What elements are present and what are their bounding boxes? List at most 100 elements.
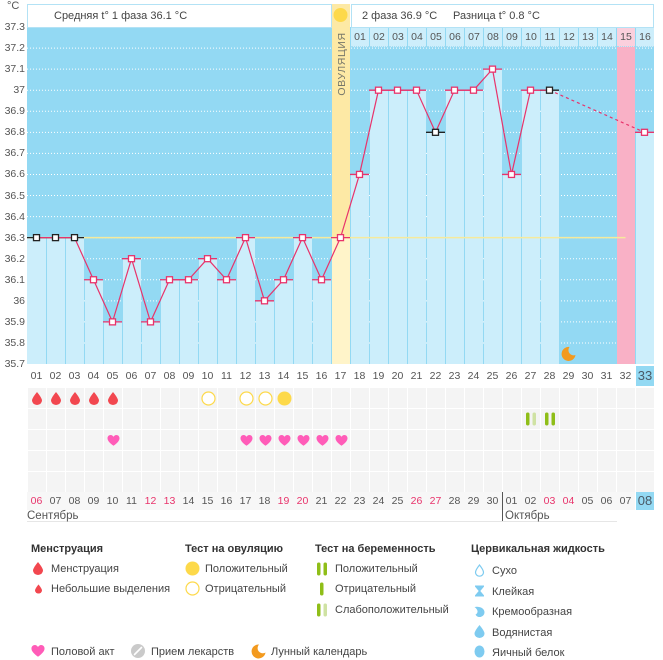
day-symbol-cell[interactable] [218, 388, 236, 408]
day-symbol-cell[interactable] [161, 388, 179, 408]
day-symbol-cell[interactable] [484, 430, 502, 450]
day-symbol-cell[interactable] [617, 451, 635, 471]
day-symbol-cell[interactable] [47, 472, 65, 492]
day-symbol-cell[interactable] [237, 430, 255, 450]
day-symbol-cell[interactable] [85, 472, 103, 492]
day-symbol-cell[interactable] [522, 430, 540, 450]
day-symbol-cell[interactable] [389, 409, 407, 429]
day-symbol-cell[interactable] [408, 451, 426, 471]
day-symbol-cell[interactable] [275, 472, 293, 492]
day-symbol-cell[interactable] [142, 409, 160, 429]
day-symbol-cell[interactable] [503, 472, 521, 492]
day-symbol-cell[interactable] [199, 409, 217, 429]
day-symbol-cell[interactable] [598, 388, 616, 408]
day-symbol-cell[interactable] [408, 430, 426, 450]
day-symbol-cell[interactable] [465, 430, 483, 450]
day-symbol-cell[interactable] [465, 451, 483, 471]
day-symbol-cell[interactable] [636, 388, 654, 408]
day-symbol-cell[interactable] [617, 388, 635, 408]
day-symbol-cell[interactable] [503, 451, 521, 471]
day-symbol-cell[interactable] [313, 409, 331, 429]
day-symbol-cell[interactable] [28, 472, 46, 492]
day-symbol-cell[interactable] [389, 472, 407, 492]
day-symbol-cell[interactable] [598, 409, 616, 429]
day-symbol-cell[interactable] [332, 472, 350, 492]
day-symbol-cell[interactable] [218, 472, 236, 492]
day-symbol-cell[interactable] [313, 430, 331, 450]
day-symbol-cell[interactable] [85, 430, 103, 450]
day-symbol-cell[interactable] [313, 388, 331, 408]
day-symbol-cell[interactable] [560, 409, 578, 429]
day-symbol-cell[interactable] [427, 388, 445, 408]
day-symbol-cell[interactable] [161, 451, 179, 471]
day-symbol-cell[interactable] [66, 409, 84, 429]
day-symbol-cell[interactable] [218, 430, 236, 450]
day-symbol-cell[interactable] [617, 472, 635, 492]
day-symbol-cell[interactable] [579, 451, 597, 471]
day-symbol-cell[interactable] [275, 388, 293, 408]
day-symbol-cell[interactable] [28, 430, 46, 450]
day-symbol-cell[interactable] [446, 472, 464, 492]
day-symbol-cell[interactable] [427, 409, 445, 429]
day-symbol-cell[interactable] [85, 409, 103, 429]
day-symbol-cell[interactable] [465, 409, 483, 429]
day-symbol-cell[interactable] [256, 409, 274, 429]
day-symbol-cell[interactable] [370, 430, 388, 450]
day-symbol-cell[interactable] [332, 451, 350, 471]
day-symbol-cell[interactable] [28, 451, 46, 471]
day-symbol-cell[interactable] [332, 388, 350, 408]
day-symbol-cell[interactable] [237, 472, 255, 492]
day-symbol-cell[interactable] [294, 388, 312, 408]
day-symbol-cell[interactable] [617, 430, 635, 450]
day-symbol-cell[interactable] [560, 451, 578, 471]
day-symbol-cell[interactable] [370, 472, 388, 492]
day-symbol-cell[interactable] [446, 430, 464, 450]
day-symbol-cell[interactable] [370, 451, 388, 471]
day-symbol-cell[interactable] [256, 388, 274, 408]
day-symbol-cell[interactable] [522, 388, 540, 408]
day-symbol-cell[interactable] [28, 388, 46, 408]
day-symbol-cell[interactable] [446, 451, 464, 471]
day-symbol-cell[interactable] [66, 451, 84, 471]
day-symbol-cell[interactable] [199, 388, 217, 408]
day-symbol-cell[interactable] [142, 472, 160, 492]
day-symbol-cell[interactable] [180, 430, 198, 450]
day-symbol-cell[interactable] [161, 430, 179, 450]
day-symbol-cell[interactable] [123, 409, 141, 429]
day-symbol-cell[interactable] [579, 472, 597, 492]
day-symbol-cell[interactable] [522, 472, 540, 492]
day-symbol-cell[interactable] [465, 472, 483, 492]
day-symbol-cell[interactable] [313, 451, 331, 471]
day-symbol-cell[interactable] [294, 472, 312, 492]
day-symbol-cell[interactable] [636, 451, 654, 471]
day-symbol-cell[interactable] [123, 388, 141, 408]
day-symbol-cell[interactable] [541, 451, 559, 471]
day-symbol-cell[interactable] [541, 430, 559, 450]
day-symbol-cell[interactable] [123, 430, 141, 450]
day-symbol-cell[interactable] [598, 472, 616, 492]
day-symbol-cell[interactable] [579, 430, 597, 450]
day-symbol-cell[interactable] [617, 409, 635, 429]
day-symbol-cell[interactable] [47, 388, 65, 408]
day-symbol-cell[interactable] [294, 451, 312, 471]
day-symbol-cell[interactable] [446, 409, 464, 429]
day-symbol-cell[interactable] [636, 430, 654, 450]
day-symbol-cell[interactable] [218, 409, 236, 429]
day-symbol-cell[interactable] [85, 388, 103, 408]
day-symbol-cell[interactable] [161, 472, 179, 492]
day-symbol-cell[interactable] [85, 451, 103, 471]
day-symbol-cell[interactable] [560, 472, 578, 492]
day-symbol-cell[interactable] [541, 388, 559, 408]
day-symbol-cell[interactable] [66, 472, 84, 492]
day-symbol-cell[interactable] [142, 388, 160, 408]
day-symbol-cell[interactable] [389, 451, 407, 471]
day-symbol-cell[interactable] [389, 430, 407, 450]
day-symbol-cell[interactable] [180, 451, 198, 471]
day-symbol-cell[interactable] [104, 430, 122, 450]
day-symbol-cell[interactable] [294, 430, 312, 450]
day-symbol-cell[interactable] [237, 409, 255, 429]
day-symbol-cell[interactable] [256, 430, 274, 450]
day-symbol-cell[interactable] [579, 409, 597, 429]
day-symbol-cell[interactable] [636, 409, 654, 429]
day-symbol-cell[interactable] [332, 430, 350, 450]
